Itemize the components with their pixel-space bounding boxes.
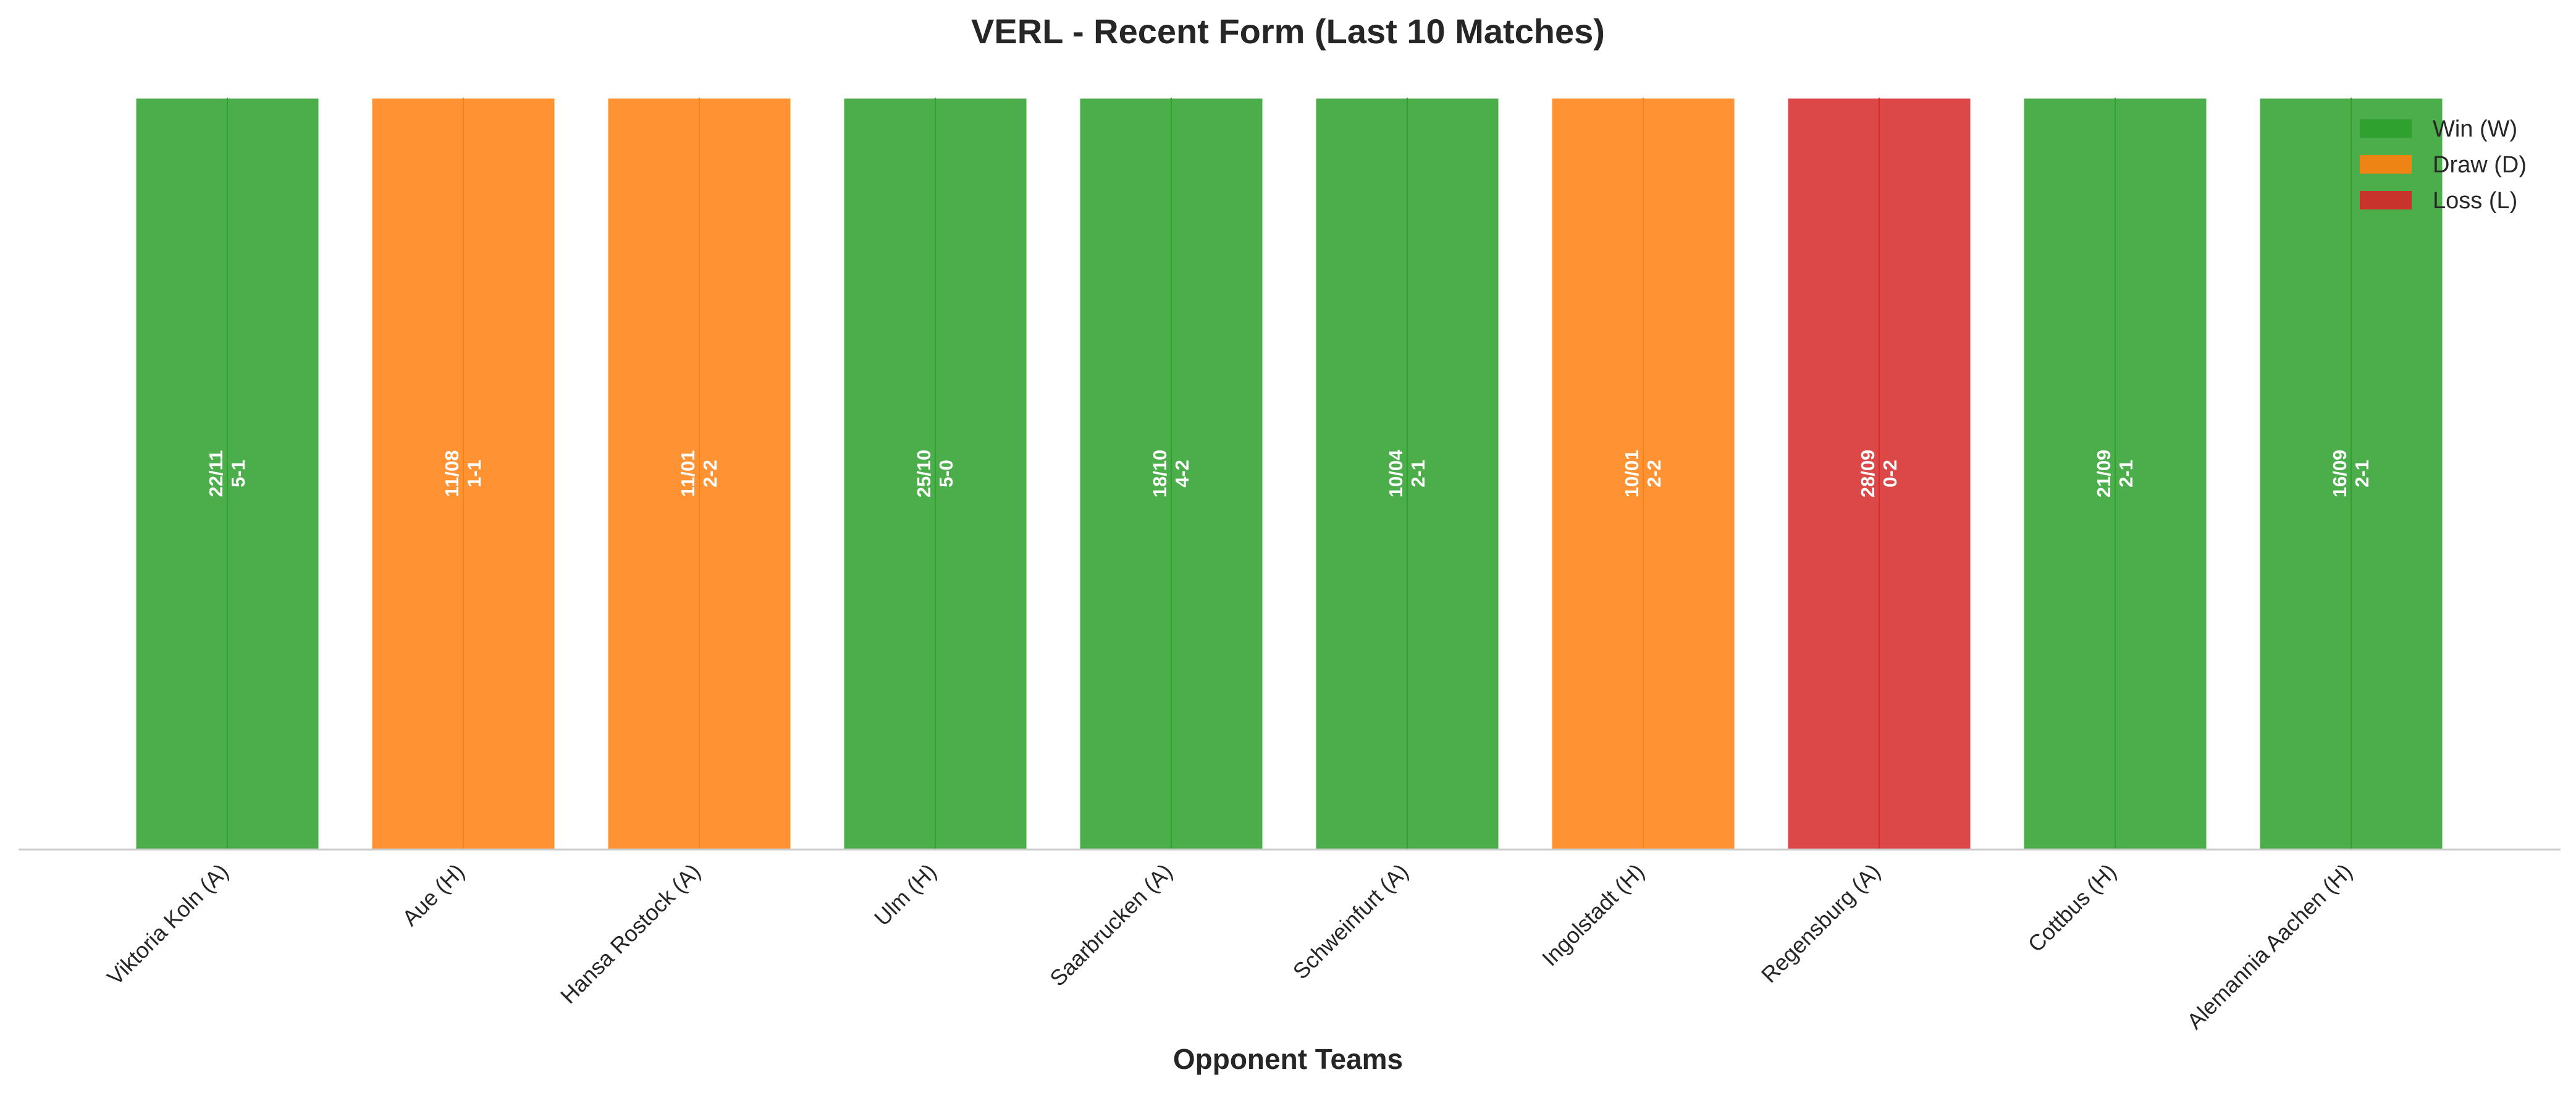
bar-label-1: 11/081-1 bbox=[441, 450, 485, 497]
x-tick-label-0: Viktoria Koln (A) bbox=[102, 859, 233, 990]
legend-swatch-w bbox=[2360, 119, 2412, 138]
x-tick-label-4: Saarbrucken (A) bbox=[1045, 859, 1177, 991]
legend-label-l: Loss (L) bbox=[2433, 188, 2517, 214]
x-tick-label-7: Regensburg (A) bbox=[1756, 859, 1885, 988]
bar-label-date: 10/04 bbox=[1385, 449, 1407, 497]
bar-label-date: 21/09 bbox=[2093, 450, 2115, 498]
legend-swatch-l bbox=[2360, 191, 2412, 209]
x-tick-label-1: Aue (H) bbox=[397, 859, 469, 931]
bar-label-7: 28/090-2 bbox=[1857, 450, 1901, 498]
x-tick-label-6: Ingolstadt (H) bbox=[1537, 859, 1649, 971]
chart-title: VERL - Recent Form (Last 10 Matches) bbox=[971, 12, 1605, 51]
bar-label-date: 18/10 bbox=[1149, 450, 1171, 498]
legend: Win (W) Draw (D) Loss (L) bbox=[2360, 116, 2527, 214]
x-tick-label-9: Alemannia Aachen (H) bbox=[2182, 859, 2357, 1034]
bar-label-score: 5-1 bbox=[227, 460, 249, 487]
bar-label-date: 16/09 bbox=[2329, 450, 2351, 498]
bar-label-date: 28/09 bbox=[1857, 450, 1879, 498]
x-tick-label-2: Hansa Rostock (A) bbox=[555, 859, 705, 1009]
legend-label-w: Win (W) bbox=[2433, 116, 2517, 142]
bars-group bbox=[134, 96, 2444, 851]
bar-label-8: 21/092-1 bbox=[2093, 450, 2137, 498]
x-tick-labels: Viktoria Koln (A) Aue (H) Hansa Rostock (A… bbox=[102, 859, 2357, 1034]
bar-label-4: 18/104-2 bbox=[1149, 450, 1193, 498]
bar-label-score: 2-1 bbox=[2351, 460, 2373, 487]
legend-swatch-d bbox=[2360, 155, 2412, 174]
x-tick-label-8: Cottbus (H) bbox=[2023, 859, 2121, 957]
bar-label-date: 11/08 bbox=[441, 450, 463, 497]
bar-label-date: 10/01 bbox=[1621, 450, 1643, 498]
bar-label-score: 2-1 bbox=[2115, 460, 2137, 487]
bar-label-score: 2-1 bbox=[1407, 460, 1429, 487]
bar-label-date: 25/10 bbox=[913, 450, 935, 498]
bar-label-0: 22/115-1 bbox=[205, 450, 249, 497]
bar-label-date: 22/11 bbox=[205, 450, 227, 497]
bar-label-score: 1-1 bbox=[463, 460, 485, 487]
bar-label-score: 0-2 bbox=[1879, 460, 1901, 487]
bar-label-score: 5-0 bbox=[935, 460, 957, 487]
bar-label-3: 25/105-0 bbox=[913, 450, 957, 498]
x-axis-label: Opponent Teams bbox=[1173, 1043, 1403, 1075]
bar-labels-group: 22/115-1 11/081-1 11/012-2 25/105-0 18/104-2… bbox=[205, 449, 2373, 497]
x-tick-label-5: Schweinfurt (A) bbox=[1288, 859, 1413, 984]
bar-label-2: 11/012-2 bbox=[677, 450, 721, 497]
bar-label-score: 2-2 bbox=[1643, 460, 1665, 487]
bar-label-score: 2-2 bbox=[699, 460, 721, 487]
bar-label-9: 16/092-1 bbox=[2329, 450, 2373, 498]
legend-label-d: Draw (D) bbox=[2433, 152, 2527, 178]
bar-label-score: 4-2 bbox=[1171, 460, 1193, 487]
x-tick-label-3: Ulm (H) bbox=[869, 859, 941, 931]
bar-label-date: 11/01 bbox=[677, 450, 699, 497]
bar-label-5: 10/042-1 bbox=[1385, 449, 1429, 497]
bar-label-6: 10/012-2 bbox=[1621, 450, 1665, 498]
